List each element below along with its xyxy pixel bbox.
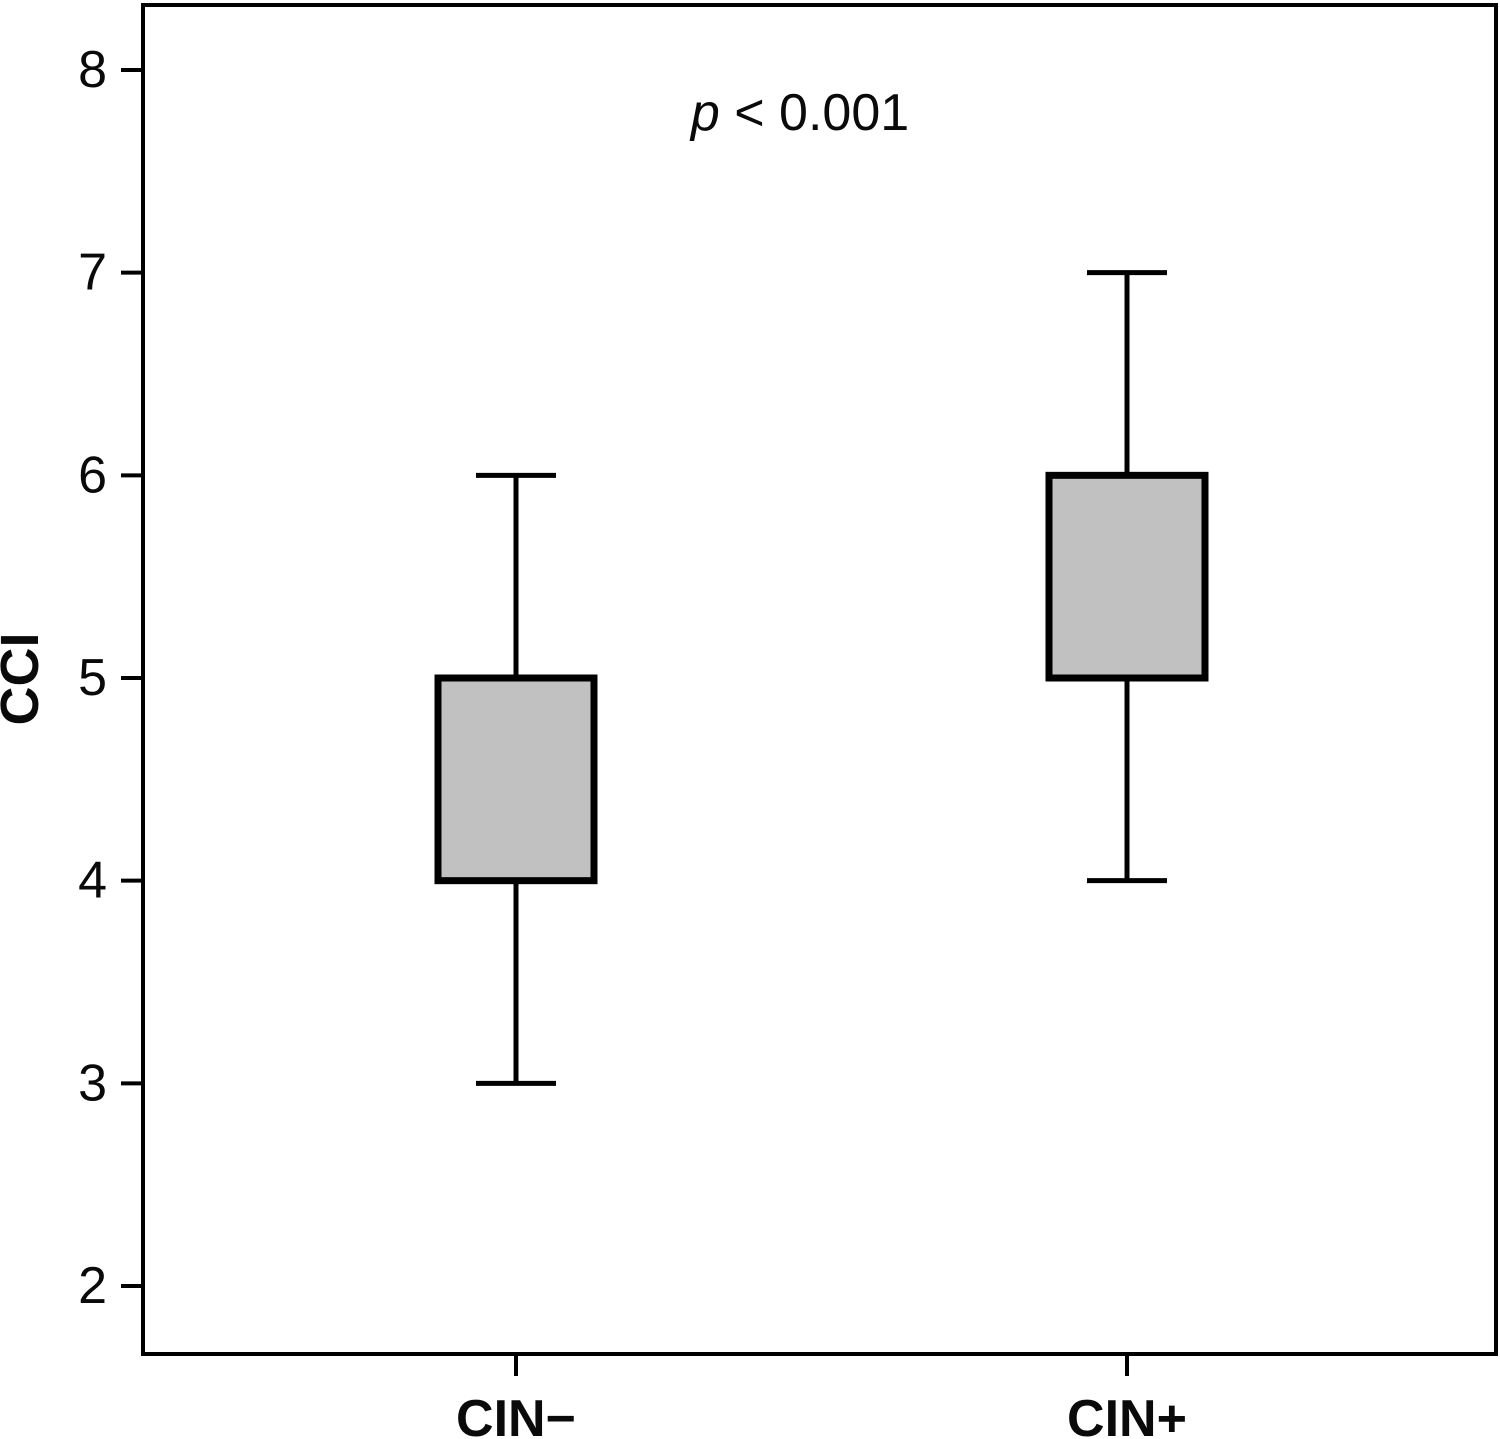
y-tick-label-3: 3 [78,1054,107,1112]
box-rect-1 [1045,471,1209,682]
x-category-label-1: CIN+ [1067,1390,1187,1439]
x-category-label-0: CIN− [456,1390,576,1439]
y-tick-label-7: 7 [78,244,107,302]
y-tick-label-8: 8 [78,41,107,99]
boxplot-group-0 [434,472,598,1086]
y-tick-label-5: 5 [78,649,107,707]
p-value-annotation: p < 0.001 [689,84,909,142]
box-rect-0 [434,674,598,885]
plot-border [141,3,1498,1356]
y-tick-label-2: 2 [78,1257,107,1315]
p-value-text: < 0.001 [720,84,909,142]
boxplot-group-1 [1045,270,1209,884]
y-axis-title: CCI [0,633,50,726]
p-value-symbol: p [689,84,720,142]
y-tick-label-4: 4 [78,852,107,910]
y-tick-label-6: 6 [78,446,107,504]
